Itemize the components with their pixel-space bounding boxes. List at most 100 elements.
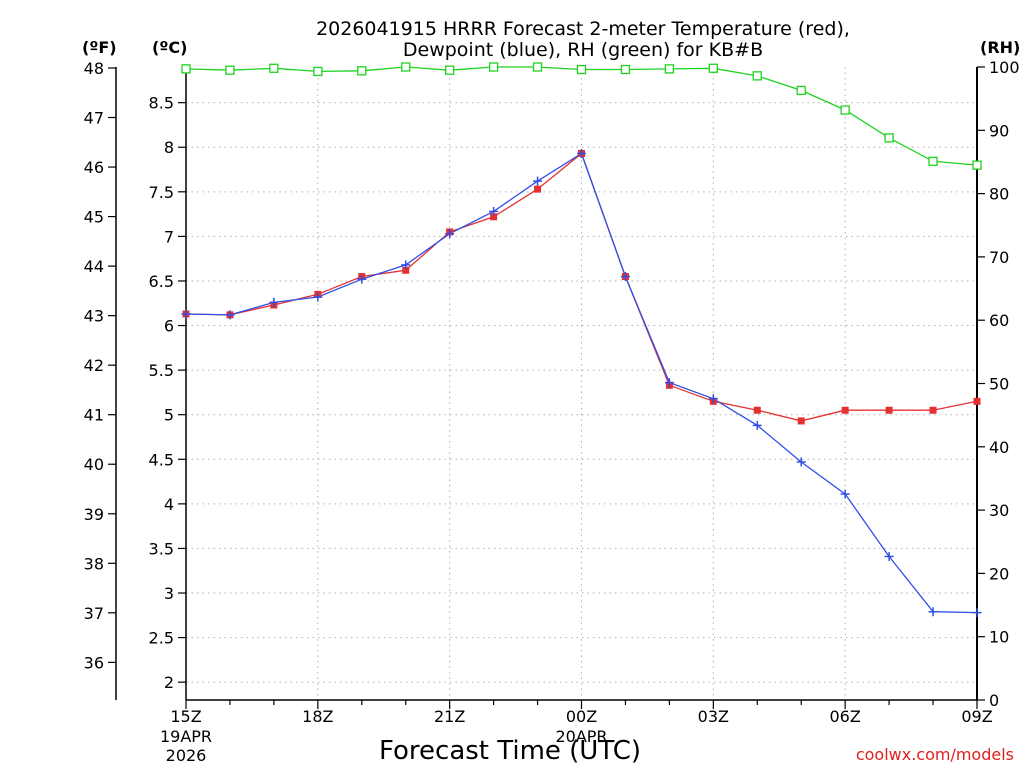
- grid-lines: [186, 67, 977, 700]
- rh-point: [357, 66, 367, 76]
- dewpoint-point: [884, 551, 894, 561]
- fahrenheit-tick-label: 44: [84, 257, 104, 276]
- rh-tick-label: 0: [989, 691, 999, 710]
- rh-point: [752, 71, 762, 81]
- celsius-tick-label: 2: [164, 673, 174, 692]
- fahrenheit-tick-label: 47: [84, 109, 104, 128]
- tick-labels: 2 2.5 3 3.5 4 4.5 5 5.5 6 6.5 7 7.5 8 8.5 36 37 38 39 40 41…: [84, 58, 1020, 765]
- x-tick-label: 18Z: [302, 707, 333, 726]
- dewpoint-point: [620, 272, 630, 282]
- dewpoint-point: [708, 394, 718, 404]
- fahrenheit-tick-label: 46: [84, 158, 104, 177]
- dewpoint-point: [269, 297, 279, 307]
- rh-tick-label: 60: [989, 311, 1009, 330]
- fahrenheit-tick-label: 36: [84, 653, 104, 672]
- data-markers: [181, 62, 982, 618]
- celsius-tick-label: 6: [164, 317, 174, 336]
- dewpoint-point: [313, 292, 323, 302]
- dewpoint-point: [357, 274, 367, 284]
- dewpoint-point: [664, 378, 674, 388]
- fahrenheit-tick-label: 39: [84, 505, 104, 524]
- dewpoint-point: [225, 310, 235, 320]
- temperature-point: [885, 406, 893, 414]
- rh-point: [269, 63, 279, 73]
- celsius-tick-label: 5.5: [149, 361, 174, 380]
- dewpoint-point: [577, 148, 586, 158]
- rh-point: [796, 85, 806, 96]
- dewpoint-point: [796, 457, 806, 467]
- rh-point: [181, 64, 191, 74]
- rh-point: [972, 160, 982, 170]
- credit-link[interactable]: coolwx.com/models: [856, 745, 1014, 764]
- dewpoint-point: [489, 206, 499, 216]
- fahrenheit-tick-label: 38: [84, 554, 104, 573]
- celsius-tick-label: 7.5: [149, 183, 174, 202]
- temperature-point: [841, 406, 849, 414]
- fahrenheit-tick-label: 45: [84, 208, 104, 227]
- rh-point: [401, 62, 411, 72]
- fahrenheit-tick-label: 41: [84, 406, 104, 425]
- fahrenheit-tick-label: 40: [84, 455, 104, 474]
- temperature-point: [797, 417, 805, 425]
- rh-point: [664, 64, 675, 74]
- x-tick-label: 00Z: [566, 707, 597, 726]
- celsius-tick-label: 4: [164, 495, 174, 514]
- rh-unit-label: (RH): [980, 38, 1020, 57]
- x-date-label: 2026: [166, 746, 207, 765]
- celsius-tick-label: 2.5: [149, 629, 174, 648]
- x-tick-label: 09Z: [961, 707, 992, 726]
- rh-tick-label: 30: [989, 501, 1009, 520]
- x-tick-label: 21Z: [434, 707, 465, 726]
- rh-tick-label: 80: [989, 185, 1009, 204]
- x-tick-label: 15Z: [170, 707, 201, 726]
- rh-point: [620, 64, 631, 75]
- dewpoint-point: [445, 229, 455, 239]
- x-tick-label: 03Z: [698, 707, 729, 726]
- axes: [108, 66, 985, 709]
- x-tick-label: 06Z: [830, 707, 861, 726]
- x-date-label: 20APR: [555, 727, 607, 746]
- x-axis-title: Forecast Time (UTC): [379, 736, 641, 766]
- rh-tick-label: 100: [989, 58, 1020, 77]
- celsius-tick-label: 4.5: [149, 450, 174, 469]
- rh-tick-label: 10: [989, 628, 1009, 647]
- rh-point: [840, 105, 850, 115]
- rh-tick-label: 40: [989, 438, 1009, 457]
- dewpoint-point: [840, 489, 850, 499]
- rh-point: [313, 66, 323, 77]
- rh-point: [884, 133, 894, 143]
- rh-point: [576, 64, 587, 75]
- fahrenheit-unit-label: (ºF): [82, 38, 117, 57]
- rh-tick-label: 70: [989, 248, 1009, 267]
- dewpoint-point: [533, 176, 543, 186]
- celsius-tick-label: 3.5: [149, 539, 174, 558]
- celsius-tick-label: 8: [164, 138, 174, 157]
- dewpoint-point: [752, 420, 762, 430]
- dewpoint-point: [401, 260, 411, 270]
- rh-point: [488, 62, 499, 72]
- x-date-label: 19APR: [160, 727, 212, 746]
- chart-title-line2: Dewpoint (blue), RH (green) for KB#B: [403, 39, 763, 61]
- celsius-tick-label: 6.5: [149, 272, 174, 291]
- rh-tick-label: 90: [989, 121, 1009, 140]
- rh-point: [532, 62, 543, 72]
- rh-point: [445, 65, 455, 75]
- fahrenheit-tick-label: 43: [84, 307, 104, 326]
- temperature-point: [534, 185, 542, 193]
- celsius-tick-label: 5: [164, 406, 174, 425]
- celsius-tick-label: 8.5: [149, 94, 174, 113]
- rh-point: [225, 65, 235, 75]
- fahrenheit-tick-label: 42: [84, 356, 104, 375]
- fahrenheit-tick-label: 37: [84, 604, 104, 623]
- temperature-point: [973, 397, 981, 405]
- rh-point: [928, 156, 938, 166]
- rh-tick-label: 20: [989, 564, 1009, 583]
- chart-title-line1: 2026041915 HRRR Forecast 2-meter Tempera…: [316, 18, 850, 40]
- rh-tick-label: 50: [989, 375, 1009, 394]
- celsius-unit-label: (ºC): [152, 38, 187, 57]
- celsius-tick-label: 3: [164, 584, 174, 603]
- rh-point: [708, 63, 718, 73]
- dewpoint-point: [928, 607, 938, 617]
